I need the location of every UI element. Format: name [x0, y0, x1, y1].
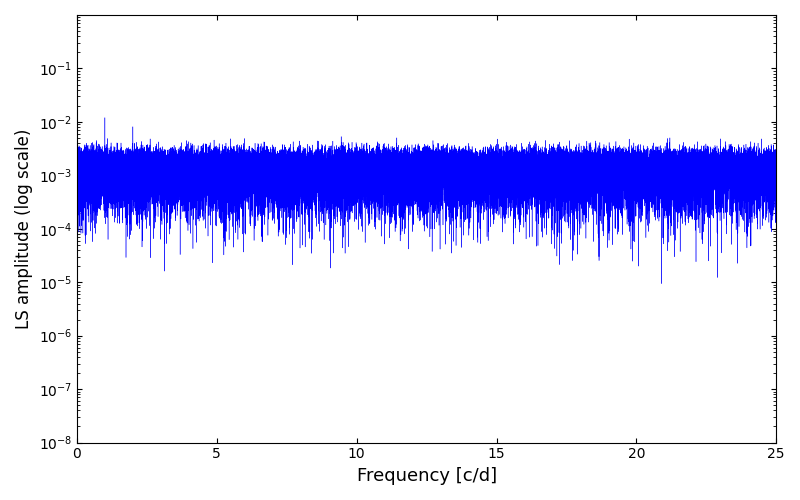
Y-axis label: LS amplitude (log scale): LS amplitude (log scale)	[15, 128, 33, 329]
X-axis label: Frequency [c/d]: Frequency [c/d]	[357, 467, 497, 485]
